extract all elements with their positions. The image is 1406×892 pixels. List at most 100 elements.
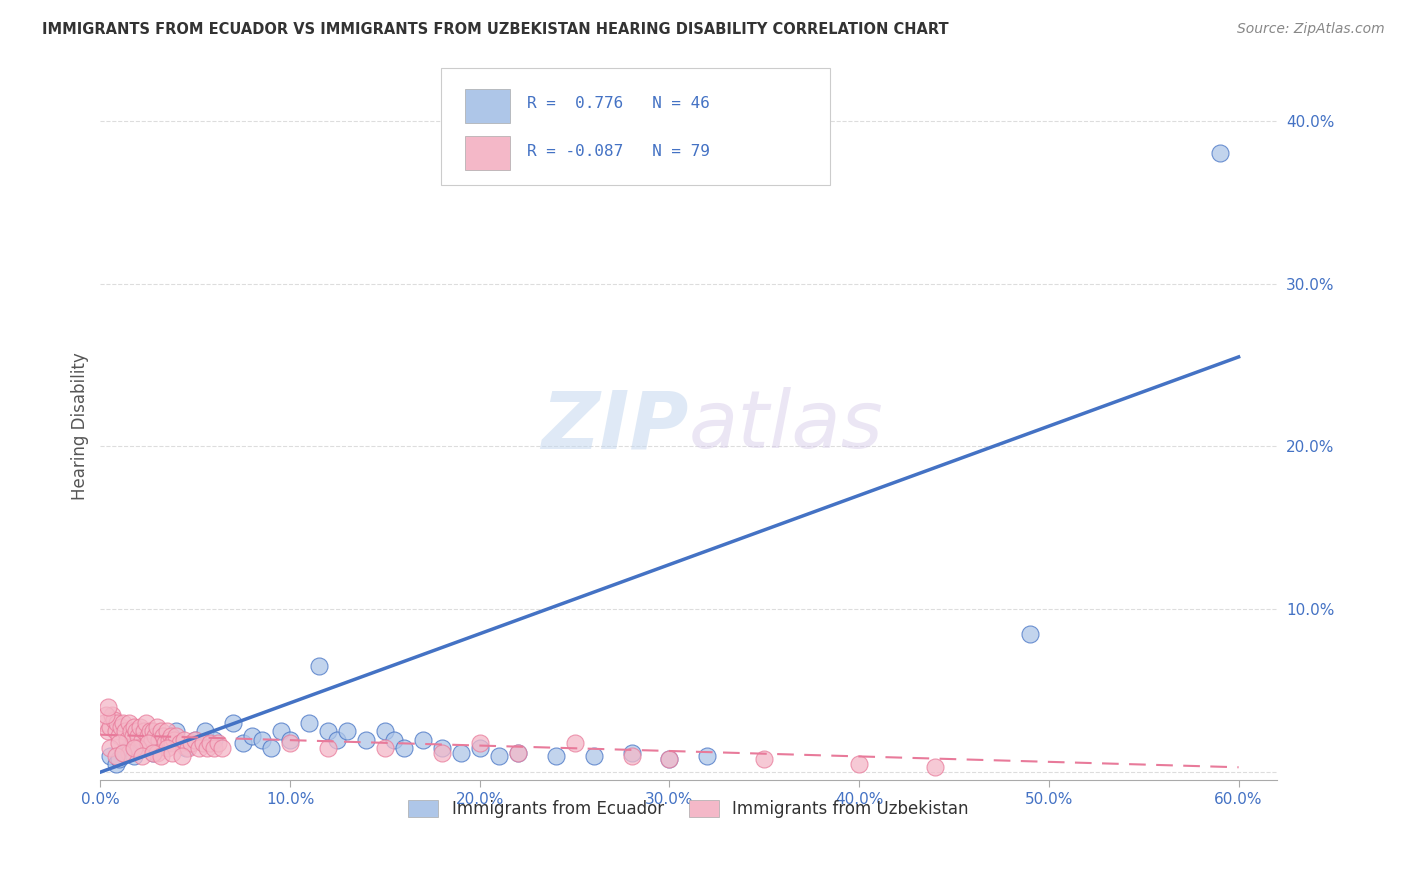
Point [108,729,131,743]
Text: R =  0.776   N = 46: R = 0.776 N = 46 [527,96,710,112]
Point [156,724,179,739]
Point [696,748,718,763]
Point [153,736,176,750]
Point [298,716,321,731]
Point [100,708,122,723]
Point [127,732,149,747]
Point [316,740,339,755]
Text: ZIP: ZIP [541,387,689,465]
Point [188,740,211,755]
Point [250,732,273,747]
Point [125,724,148,739]
Point [564,736,586,750]
Point [207,736,229,750]
Point [170,748,193,763]
Point [131,732,153,747]
Point [146,720,169,734]
Bar [465,136,509,169]
Point [1019,626,1042,640]
Point [162,746,184,760]
Point [270,724,292,739]
Point [384,732,406,747]
Point [108,736,131,750]
Point [131,748,153,763]
Point [278,736,301,750]
Point [114,724,136,739]
Point [157,732,180,747]
Point [104,748,127,763]
Point [124,748,146,763]
Point [142,746,165,760]
Point [110,720,132,734]
Point [658,752,681,766]
Point [232,736,254,750]
Y-axis label: Hearing Disability: Hearing Disability [72,352,89,500]
Point [129,720,152,734]
Point [468,740,491,755]
Point [162,736,184,750]
Point [121,729,143,743]
Point [180,736,202,750]
Point [195,740,218,755]
Point [169,736,191,750]
Point [211,740,233,755]
Point [132,724,155,739]
Point [142,746,165,760]
Point [506,746,529,760]
Point [260,740,283,755]
Text: IMMIGRANTS FROM ECUADOR VS IMMIGRANTS FROM UZBEKISTAN HEARING DISABILITY CORRELA: IMMIGRANTS FROM ECUADOR VS IMMIGRANTS FR… [42,22,949,37]
Point [165,729,187,743]
Point [163,732,186,747]
Point [94,708,117,723]
Point [112,716,135,731]
Point [374,724,396,739]
Point [354,732,377,747]
Point [108,752,131,766]
Point [392,740,415,755]
Point [150,724,173,739]
Point [127,740,149,755]
FancyBboxPatch shape [441,69,830,186]
Point [924,760,946,774]
Point [468,736,491,750]
Point [200,736,222,750]
Point [156,740,179,755]
Point [104,724,127,739]
Point [118,746,141,760]
Point [118,716,141,731]
Point [124,720,146,734]
Point [107,716,129,731]
Point [202,732,225,747]
Point [176,740,198,755]
Point [115,732,138,747]
Point [174,740,197,755]
Point [450,746,472,760]
Point [430,740,453,755]
Point [620,746,643,760]
Point [97,724,120,739]
Point [316,724,339,739]
Point [278,732,301,747]
Point [98,720,121,734]
Point [202,740,225,755]
Text: R = -0.087   N = 79: R = -0.087 N = 79 [527,145,710,160]
Point [184,732,207,747]
Point [136,729,159,743]
Point [336,724,359,739]
Point [754,752,776,766]
Point [135,716,157,731]
Text: atlas: atlas [689,387,883,465]
Point [156,736,179,750]
Point [112,746,135,760]
Point [118,740,141,755]
Point [488,748,510,763]
Point [103,713,125,727]
Point [127,729,149,743]
Point [374,740,396,755]
Point [112,746,135,760]
Bar [465,89,509,123]
Point [150,748,173,763]
Point [506,746,529,760]
Point [658,752,681,766]
Point [240,729,263,743]
